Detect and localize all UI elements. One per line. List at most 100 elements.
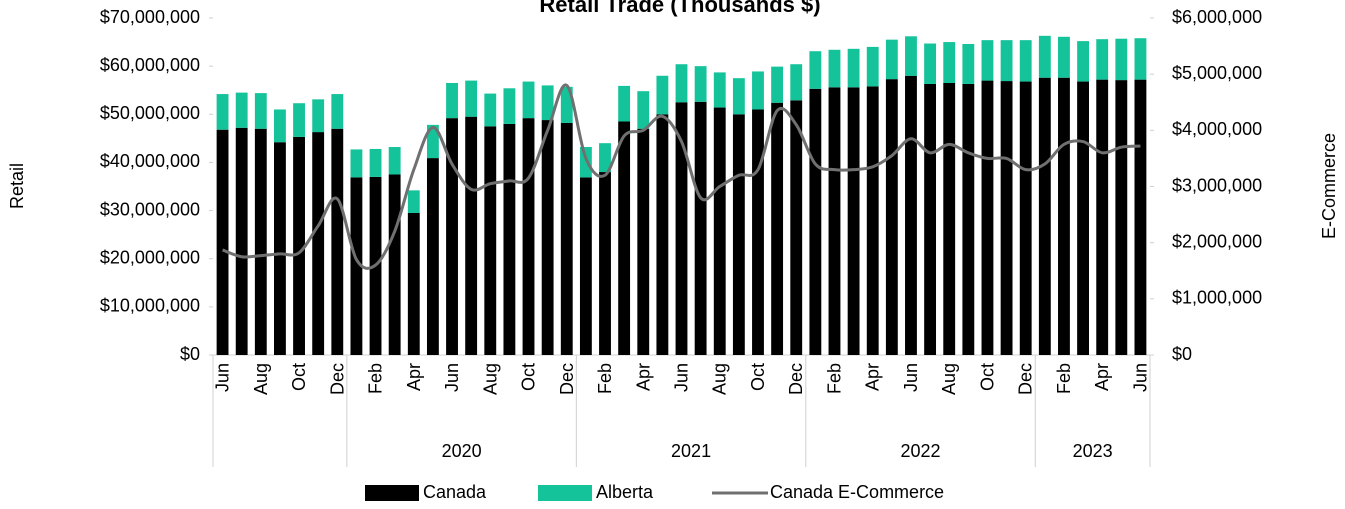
- bar: [579, 147, 592, 178]
- bar: [503, 88, 516, 124]
- bar: [541, 120, 554, 355]
- line: [222, 83, 1141, 270]
- y-tick-label: $60,000,000: [100, 55, 200, 75]
- legend-label: Canada E-Commerce: [770, 482, 944, 502]
- y-tick-label: $20,000,000: [100, 247, 200, 267]
- bar: [312, 99, 325, 133]
- bar: [656, 114, 669, 356]
- bar: [809, 51, 822, 89]
- x-tick-label: Feb: [366, 363, 386, 394]
- x-tick-label: Apr: [1092, 363, 1112, 391]
- bar: [254, 93, 267, 129]
- y2-tick-label: $2,000,000: [1172, 231, 1262, 251]
- bar: [694, 101, 707, 355]
- bar: [828, 49, 841, 88]
- bar: [331, 128, 344, 355]
- bar: [943, 82, 956, 355]
- bar: [1077, 81, 1089, 355]
- bar: [274, 142, 286, 355]
- bar: [1000, 40, 1013, 82]
- x-tick-label: Aug: [480, 363, 500, 395]
- bar: [962, 83, 975, 355]
- bar: [388, 147, 401, 175]
- bar: [675, 64, 688, 103]
- bar: [1096, 39, 1109, 80]
- bar: [465, 116, 478, 355]
- y2-tick-label: $3,000,000: [1172, 175, 1262, 195]
- bar: [675, 102, 688, 355]
- y-axis-label: Retail: [7, 163, 27, 209]
- legend-swatch: [365, 485, 419, 501]
- bar: [943, 42, 956, 83]
- x-tick-label: Jun: [1130, 363, 1150, 392]
- x-tick-label: Jun: [442, 363, 462, 392]
- bar: [407, 212, 420, 355]
- bar: [771, 66, 784, 103]
- bar: [446, 118, 458, 355]
- bar: [618, 121, 631, 355]
- bar: [885, 79, 898, 356]
- y-tick-label: $0: [180, 344, 200, 364]
- x-tick-label: Jun: [213, 363, 233, 392]
- bar: [407, 190, 420, 213]
- bar: [484, 126, 497, 355]
- bar: [235, 92, 248, 128]
- bar: [541, 85, 554, 121]
- x-tick-label: Feb: [595, 363, 615, 394]
- bar: [847, 48, 860, 88]
- y2-axis-label: E-Commerce: [1319, 133, 1339, 239]
- bar: [522, 118, 535, 355]
- legend-swatch: [538, 485, 592, 501]
- x-tick-label: Oct: [289, 363, 309, 391]
- bar: [962, 43, 975, 84]
- bar: [599, 143, 611, 173]
- x-tick-label: Jun: [901, 363, 921, 392]
- bar: [981, 80, 994, 355]
- group-label: 2021: [671, 441, 711, 461]
- group-label: 2020: [442, 441, 482, 461]
- bar: [426, 124, 439, 159]
- bar: [331, 94, 344, 129]
- x-tick-label: Apr: [863, 363, 883, 391]
- y2-tick-label: $4,000,000: [1172, 119, 1262, 139]
- x-tick-label: Oct: [519, 363, 539, 391]
- bar: [1058, 36, 1070, 78]
- bar: [828, 87, 841, 355]
- bar: [847, 87, 860, 355]
- bar: [560, 122, 573, 355]
- y-tick-label: $70,000,000: [100, 7, 200, 27]
- bar: [599, 172, 611, 355]
- legend-label: Canada: [423, 482, 487, 502]
- bar: [1019, 81, 1032, 355]
- bar: [293, 136, 305, 355]
- bar: [732, 78, 745, 115]
- bar: [579, 177, 592, 355]
- bar: [1000, 81, 1013, 356]
- bar: [465, 80, 478, 117]
- bar: [274, 109, 286, 143]
- x-tick-label: Jun: [672, 363, 692, 392]
- bar: [656, 75, 669, 115]
- bar: [369, 148, 382, 177]
- bar: [637, 91, 650, 129]
- bar: [637, 128, 650, 355]
- chart-title: Retail Trade (Thousands $): [539, 0, 820, 17]
- x-tick-label: Oct: [748, 363, 768, 391]
- bar: [1019, 40, 1032, 82]
- bar: [905, 36, 917, 76]
- y-tick-label: $10,000,000: [100, 296, 200, 316]
- bar: [350, 149, 363, 178]
- bar: [254, 128, 267, 355]
- x-tick-label: Oct: [977, 363, 997, 391]
- y2-tick-label: $1,000,000: [1172, 288, 1262, 308]
- bar: [1038, 35, 1051, 78]
- bar: [426, 158, 439, 355]
- bar: [694, 66, 707, 102]
- bar: [771, 102, 784, 355]
- bar: [560, 86, 573, 123]
- bar: [446, 82, 458, 119]
- bar: [388, 174, 401, 355]
- bar: [484, 93, 497, 127]
- bar: [350, 177, 363, 355]
